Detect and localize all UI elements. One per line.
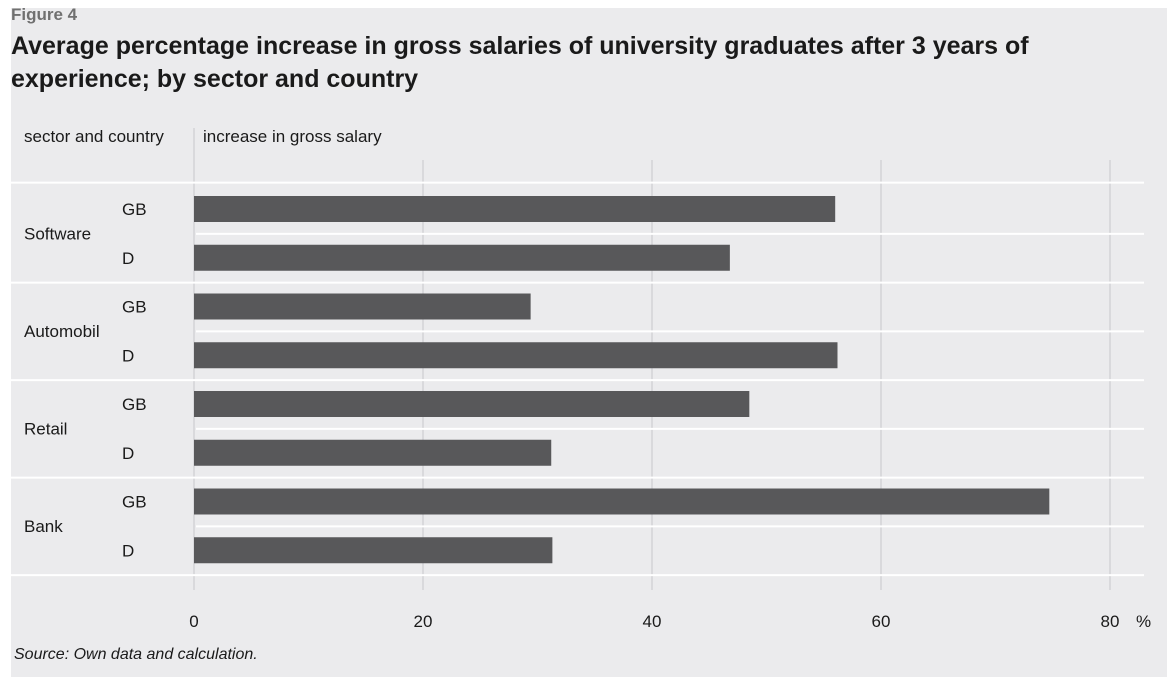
country-label: D: [122, 346, 134, 365]
x-tick-label: 0: [189, 612, 198, 631]
bar-bank-gb: [194, 488, 1050, 515]
country-label: D: [122, 249, 134, 268]
x-tick-label: 20: [414, 612, 433, 631]
country-label: GB: [122, 200, 147, 219]
bar-retail-d: [194, 439, 552, 466]
unit-label: %: [1136, 612, 1151, 631]
x-tick-label: 40: [643, 612, 662, 631]
bar-retail-gb: [194, 391, 750, 417]
bar-bank-d: [194, 537, 553, 564]
source-note: Source: Own data and calculation.: [14, 646, 258, 663]
sector-label: Automobil: [24, 322, 100, 341]
country-label: D: [122, 444, 134, 463]
bar-automobil-d: [194, 342, 838, 369]
sector-label: Bank: [24, 517, 63, 536]
bar-automobil-gb: [194, 293, 531, 320]
chart-title: Average percentage increase in gross sal…: [11, 32, 1029, 93]
figure-label: Figure 4: [11, 5, 78, 24]
bar-software-gb: [194, 196, 836, 222]
sector-label: Retail: [24, 419, 67, 438]
country-label: D: [122, 541, 134, 560]
x-tick-label: 60: [872, 612, 891, 631]
country-label: GB: [122, 298, 147, 317]
bar-software-d: [194, 244, 730, 271]
x-tick-label: 80: [1101, 612, 1120, 631]
row-header: sector and country: [24, 127, 164, 146]
sector-label: Software: [24, 224, 91, 243]
country-label: GB: [122, 395, 147, 414]
country-label: GB: [122, 493, 147, 512]
value-header: increase in gross salary: [203, 127, 382, 146]
